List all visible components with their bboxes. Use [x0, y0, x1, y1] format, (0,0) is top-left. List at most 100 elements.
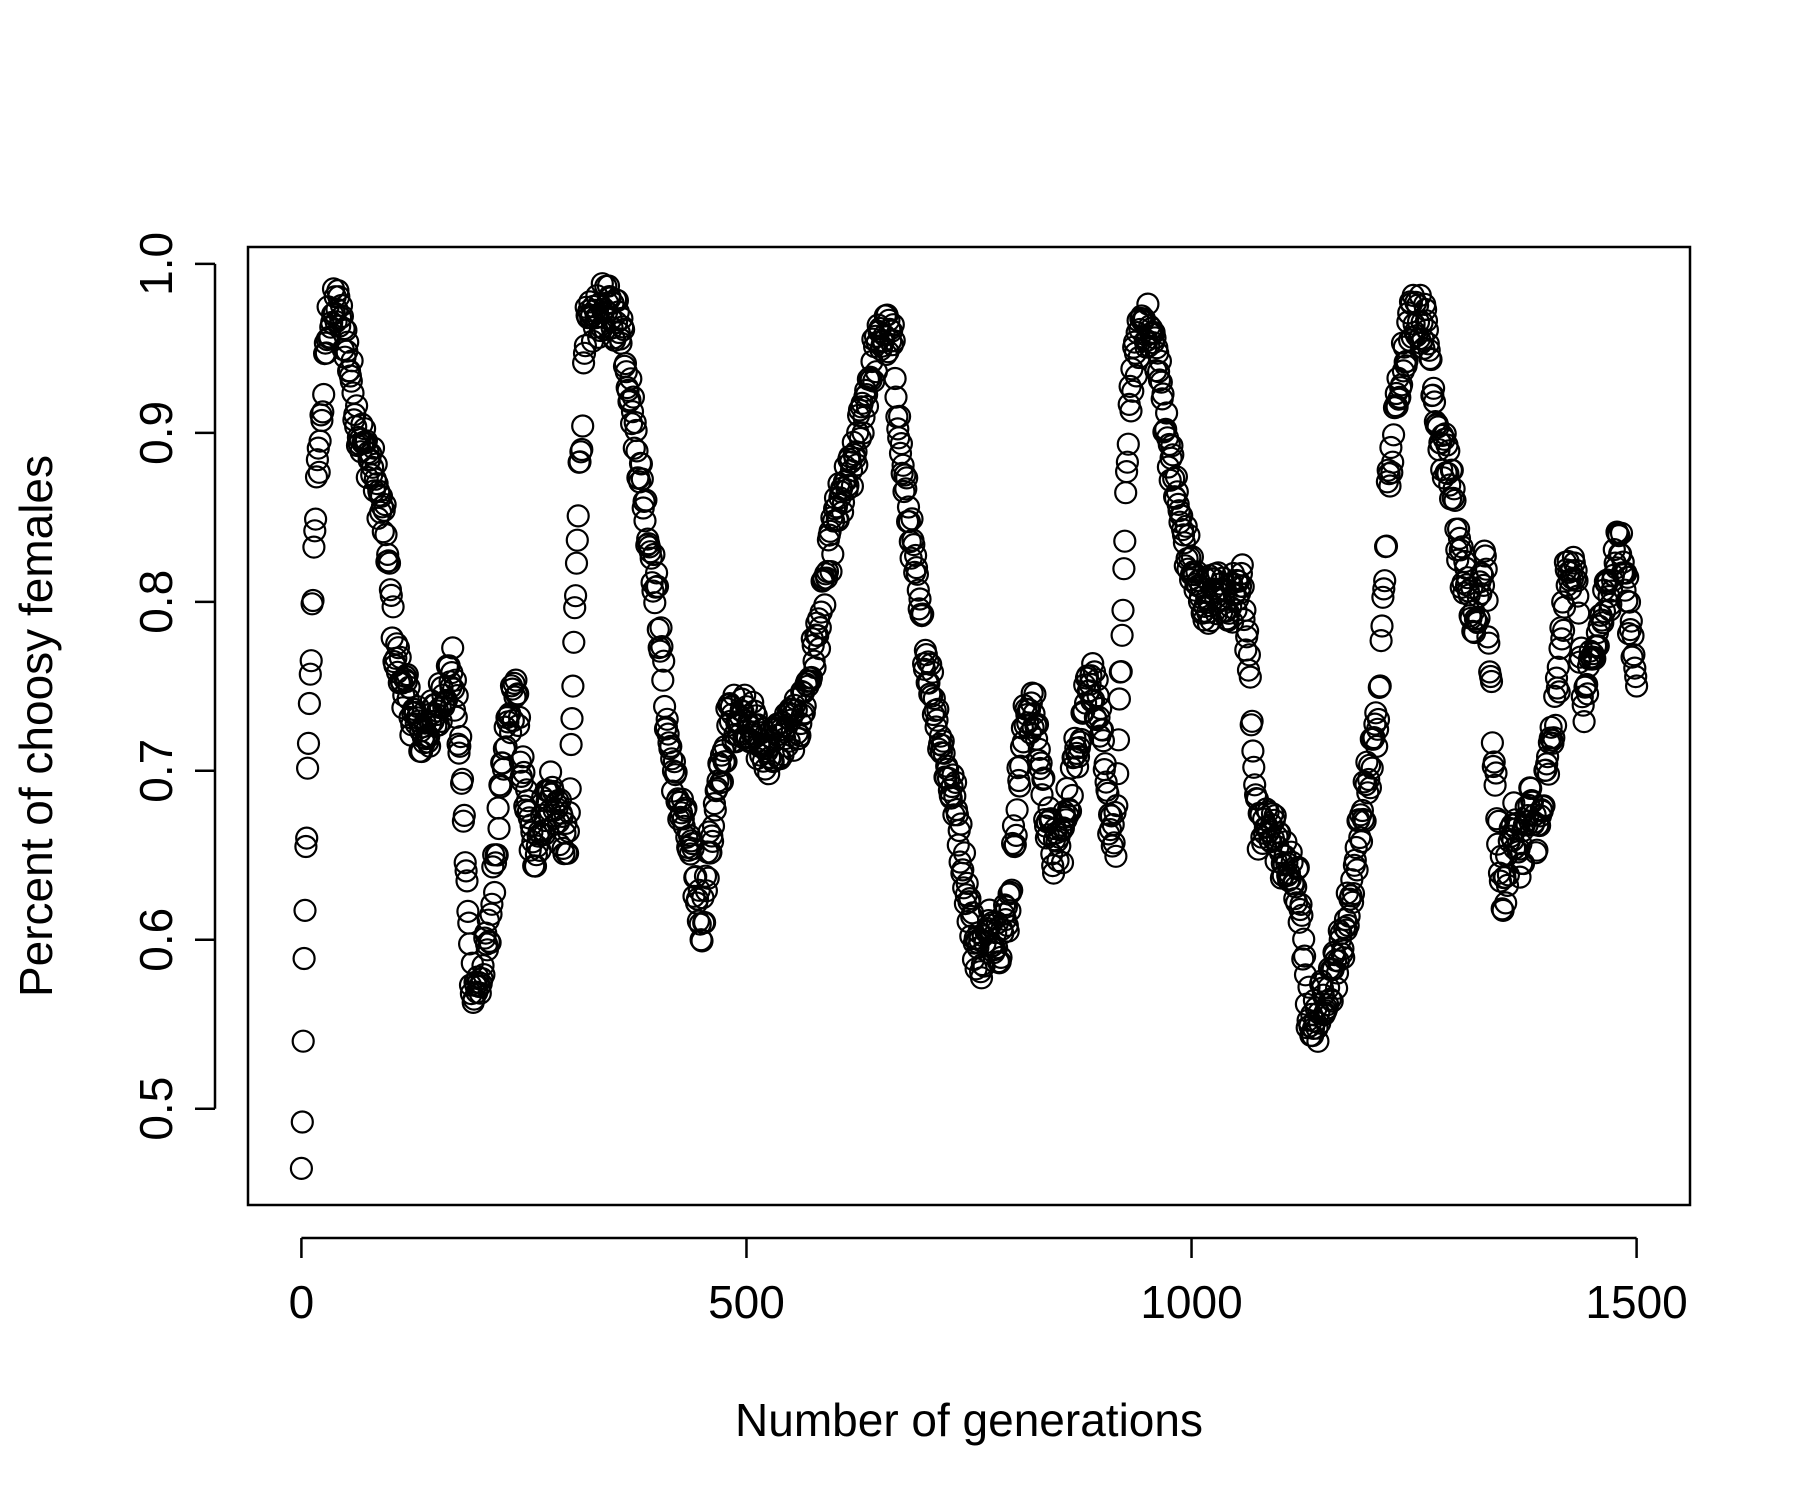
data-point	[1438, 473, 1462, 497]
data-point	[997, 882, 1021, 906]
data-point	[781, 738, 806, 762]
data-point	[1419, 347, 1443, 372]
data-point	[418, 734, 442, 758]
data-point	[819, 559, 843, 584]
data-point	[1602, 537, 1626, 562]
data-point	[1543, 713, 1568, 738]
data-point	[701, 814, 726, 838]
data-point	[890, 461, 914, 485]
data-point	[705, 776, 729, 801]
data-point	[1378, 474, 1402, 498]
data-point	[1160, 434, 1184, 458]
data-point	[1363, 712, 1387, 736]
data-point	[1368, 674, 1392, 698]
data-point	[1237, 643, 1262, 667]
data-point	[1119, 399, 1143, 423]
data-point	[1494, 891, 1518, 915]
data-point	[1069, 727, 1093, 752]
data-point	[571, 414, 595, 438]
data-point	[789, 711, 813, 736]
data-point	[1081, 651, 1105, 676]
data-point	[645, 574, 670, 599]
data-point	[449, 724, 473, 749]
data-point	[512, 760, 536, 785]
data-point	[1060, 783, 1084, 808]
data-point	[1511, 851, 1536, 876]
data-point	[619, 367, 643, 391]
data-point	[854, 383, 879, 407]
data-point	[1115, 450, 1140, 474]
data-point	[1050, 851, 1075, 875]
data-point	[642, 542, 666, 567]
data-point	[1332, 915, 1357, 940]
data-point	[483, 880, 507, 905]
data-point	[1546, 655, 1570, 679]
data-point	[1565, 569, 1589, 593]
data-point	[1320, 989, 1344, 1013]
data-point	[1282, 872, 1306, 896]
data-point	[1032, 766, 1056, 790]
data-point	[958, 886, 982, 911]
data-point	[448, 734, 472, 758]
data-point	[896, 495, 921, 519]
data-point	[481, 855, 505, 879]
data-point	[1374, 534, 1399, 558]
data-point	[634, 488, 658, 512]
data-point	[808, 615, 832, 640]
data-point	[1369, 628, 1393, 653]
data-point	[1240, 709, 1264, 733]
data-point	[377, 551, 402, 575]
data-point	[883, 366, 907, 391]
data-point	[1448, 538, 1472, 562]
data-point	[354, 429, 378, 453]
data-point	[336, 330, 360, 354]
data-point	[1149, 370, 1173, 394]
data-point	[1003, 833, 1027, 857]
data-point	[515, 789, 540, 813]
data-point	[364, 452, 388, 476]
data-point	[1479, 669, 1504, 694]
data-point	[894, 477, 918, 501]
y-tick-label: 0.7	[130, 739, 182, 803]
data-point	[1575, 682, 1600, 706]
data-point	[1091, 729, 1116, 753]
data-point	[1484, 761, 1508, 785]
data-point	[1336, 913, 1360, 938]
data-point	[1290, 903, 1314, 927]
data-point	[643, 591, 667, 615]
data-point	[660, 747, 684, 771]
data-point	[1029, 751, 1053, 775]
data-point	[329, 306, 353, 330]
data-point	[291, 1029, 315, 1053]
data-point	[613, 352, 638, 376]
data-point	[1114, 481, 1138, 505]
data-point	[1508, 865, 1532, 889]
data-point	[903, 543, 928, 568]
data-point	[949, 812, 973, 836]
data-point	[920, 660, 945, 684]
data-point	[381, 595, 405, 619]
data-point	[296, 756, 320, 780]
data-point	[502, 671, 526, 696]
data-point	[1291, 947, 1315, 971]
data-point	[969, 966, 994, 990]
data-point	[1241, 739, 1265, 763]
data-point	[511, 745, 535, 769]
data-point	[799, 665, 824, 690]
data-point	[651, 668, 675, 692]
data-point	[1023, 682, 1047, 706]
data-point	[566, 504, 590, 528]
data-point	[350, 412, 374, 436]
data-point	[379, 583, 403, 608]
data-point	[1297, 975, 1321, 999]
data-point	[361, 455, 385, 479]
data-point	[641, 579, 665, 603]
data-point	[443, 668, 467, 692]
data-point	[614, 360, 638, 384]
data-point	[1151, 382, 1175, 406]
data-point	[1388, 385, 1412, 409]
data-point	[562, 630, 586, 654]
data-point	[690, 929, 714, 953]
data-point	[295, 826, 319, 850]
data-point	[1371, 585, 1395, 609]
